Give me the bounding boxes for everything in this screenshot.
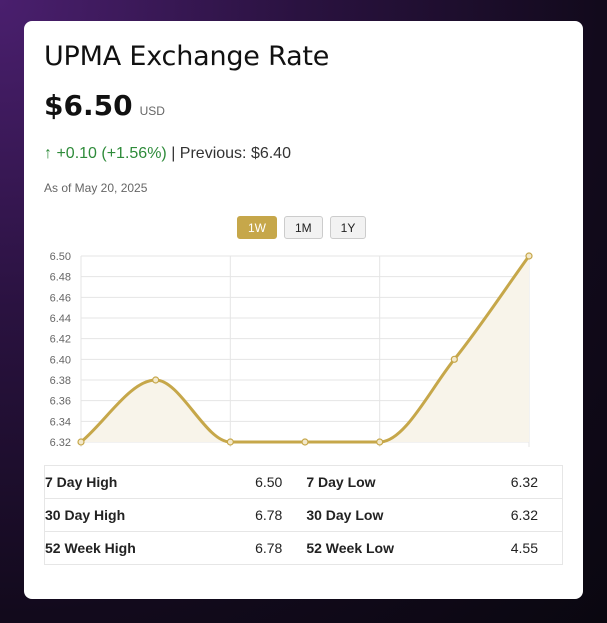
- data-point: [376, 438, 384, 446]
- data-point: [77, 438, 85, 446]
- y-tick-label: 6.46: [50, 292, 71, 304]
- price-change: ↑ +0.10 (+1.56%): [44, 145, 167, 162]
- page-title: UPMA Exchange Rate: [44, 41, 330, 72]
- price-row: $6.50 USD: [44, 89, 165, 122]
- data-point: [450, 355, 458, 363]
- y-tick-label: 6.32: [50, 437, 71, 449]
- as-of-date: As of May 20, 2025: [44, 181, 148, 195]
- stat-label: 52 Week Low: [306, 531, 468, 565]
- currency-label: USD: [139, 104, 165, 118]
- stat-value: 6.32: [467, 465, 564, 499]
- stat-label: 30 Day High: [44, 498, 213, 532]
- tab-1m[interactable]: 1M: [284, 216, 323, 239]
- y-tick-label: 6.50: [50, 251, 71, 263]
- tab-1y[interactable]: 1Y: [329, 216, 367, 239]
- data-point: [301, 438, 309, 446]
- stat-label: 30 Day Low: [306, 498, 468, 532]
- y-tick-label: 6.36: [50, 396, 71, 408]
- y-tick-label: 6.48: [50, 272, 71, 284]
- table-row: 52 Week High 6.78 52 Week Low 4.55: [44, 531, 564, 565]
- stat-label: 7 Day High: [44, 465, 213, 499]
- change-row: ↑ +0.10 (+1.56%) | Previous: $6.40: [44, 145, 291, 163]
- stat-value: 6.78: [212, 498, 307, 532]
- y-tick-label: 6.42: [50, 334, 71, 346]
- table-row: 7 Day High 6.50 7 Day Low 6.32: [44, 465, 564, 499]
- stats-table: 7 Day High 6.50 7 Day Low 6.32 30 Day Hi…: [44, 465, 564, 565]
- data-point: [226, 438, 234, 446]
- change-separator: |: [166, 145, 180, 162]
- stat-label: 7 Day Low: [306, 465, 468, 499]
- exchange-rate-card: UPMA Exchange Rate $6.50 USD ↑ +0.10 (+1…: [24, 21, 583, 599]
- stat-value: 6.32: [467, 498, 564, 532]
- stat-label: 52 Week High: [44, 531, 213, 565]
- range-tabs: 1W 1M 1Y: [237, 216, 367, 239]
- stat-value: 6.78: [212, 531, 307, 565]
- y-tick-label: 6.38: [50, 375, 71, 387]
- y-tick-label: 6.40: [50, 354, 71, 366]
- y-tick-label: 6.44: [50, 313, 71, 325]
- stat-value: 6.50: [212, 465, 307, 499]
- data-point: [525, 252, 533, 260]
- y-tick-label: 6.34: [50, 416, 71, 428]
- tab-1w[interactable]: 1W: [237, 216, 277, 239]
- data-point: [152, 376, 160, 384]
- stat-value: 4.55: [467, 531, 564, 565]
- current-price: $6.50: [44, 89, 133, 122]
- series-area: [81, 256, 529, 442]
- rate-chart: 6.50 6.48 6.46 6.44 6.42 6.40 6.38 6.36 6.34 6.32…: [50, 251, 533, 449]
- table-row: 30 Day High 6.78 30 Day Low 6.32: [44, 498, 564, 532]
- previous-price: Previous: $6.40: [179, 145, 291, 162]
